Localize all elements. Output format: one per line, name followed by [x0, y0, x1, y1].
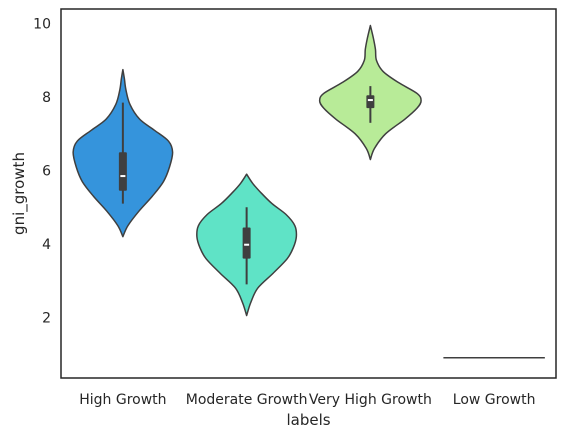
y-tick-label: 4 — [42, 237, 51, 253]
x-tick-labels: High Growth Moderate Growth Very High Grow… — [79, 392, 535, 408]
y-tick-label: 10 — [33, 17, 51, 33]
iqr-box-moderate-growth — [242, 227, 251, 259]
x-tick-label: Very High Growth — [309, 392, 432, 408]
x-axis-label: labels — [286, 411, 330, 429]
y-tick-label: 8 — [42, 90, 51, 106]
median-moderate-growth — [244, 243, 250, 246]
plot-frame — [60, 8, 557, 379]
iqr-box-high-growth — [118, 152, 127, 191]
x-tick-label: Low Growth — [453, 392, 536, 408]
y-tick-labels: 2 4 6 8 10 — [33, 17, 51, 327]
median-very-high-growth — [367, 99, 373, 102]
x-tick-label: Moderate Growth — [186, 392, 308, 408]
y-tick-label: 2 — [42, 310, 51, 326]
x-tick-label: High Growth — [79, 392, 166, 408]
y-axis-label: gni_growth — [10, 152, 29, 235]
median-high-growth — [120, 175, 126, 178]
violins-layer — [72, 24, 545, 359]
iqr-box-very-high-growth — [366, 95, 375, 109]
y-tick-label: 6 — [42, 164, 51, 180]
